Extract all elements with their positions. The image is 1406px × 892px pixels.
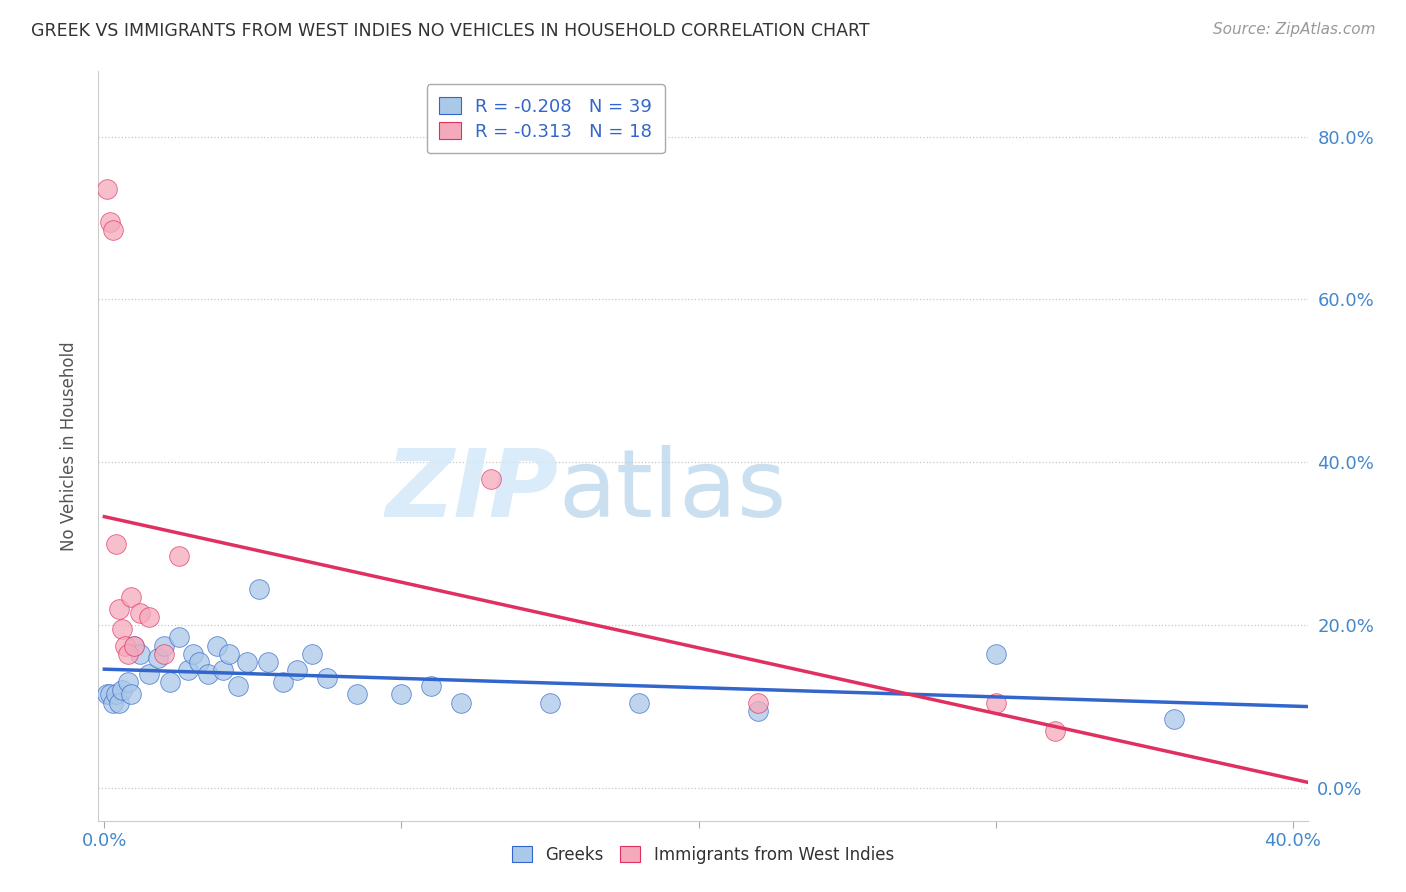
Point <box>167 631 190 645</box>
Point <box>346 687 368 701</box>
Point <box>117 647 139 661</box>
Point <box>247 582 270 596</box>
Point <box>391 687 413 701</box>
Point <box>538 696 561 710</box>
Text: ZIP: ZIP <box>385 445 558 537</box>
Point <box>103 696 125 710</box>
Point <box>111 622 134 636</box>
Point <box>226 679 249 693</box>
Point <box>146 650 169 665</box>
Point <box>122 639 145 653</box>
Point <box>98 215 121 229</box>
Point <box>159 675 181 690</box>
Point <box>120 590 142 604</box>
Point <box>747 696 769 710</box>
Point <box>111 683 134 698</box>
Point <box>138 610 160 624</box>
Point <box>108 696 131 710</box>
Point <box>188 655 211 669</box>
Point <box>114 639 136 653</box>
Point <box>236 655 259 669</box>
Point <box>218 647 240 661</box>
Point <box>271 675 294 690</box>
Point <box>316 671 339 685</box>
Point <box>256 655 278 669</box>
Point <box>183 647 205 661</box>
Point <box>108 602 131 616</box>
Point <box>117 675 139 690</box>
Point <box>138 667 160 681</box>
Point <box>984 696 1007 710</box>
Point <box>197 667 219 681</box>
Point <box>98 687 121 701</box>
Point <box>96 182 118 196</box>
Text: Source: ZipAtlas.com: Source: ZipAtlas.com <box>1212 22 1375 37</box>
Point <box>1043 724 1066 739</box>
Point <box>129 647 152 661</box>
Y-axis label: No Vehicles in Household: No Vehicles in Household <box>59 341 77 551</box>
Point <box>152 639 174 653</box>
Point <box>747 704 769 718</box>
Point <box>122 639 145 653</box>
Point <box>420 679 443 693</box>
Point <box>96 687 118 701</box>
Point <box>176 663 198 677</box>
Point <box>207 639 229 653</box>
Point <box>287 663 309 677</box>
Text: GREEK VS IMMIGRANTS FROM WEST INDIES NO VEHICLES IN HOUSEHOLD CORRELATION CHART: GREEK VS IMMIGRANTS FROM WEST INDIES NO … <box>31 22 869 40</box>
Point <box>103 223 125 237</box>
Point <box>152 647 174 661</box>
Point <box>212 663 235 677</box>
Point <box>479 472 502 486</box>
Legend: Greeks, Immigrants from West Indies: Greeks, Immigrants from West Indies <box>503 838 903 872</box>
Point <box>450 696 472 710</box>
Point <box>105 537 128 551</box>
Point <box>105 687 128 701</box>
Point <box>1163 712 1185 726</box>
Point <box>129 606 152 620</box>
Point <box>301 647 323 661</box>
Point <box>167 549 190 563</box>
Point <box>628 696 651 710</box>
Point <box>120 687 142 701</box>
Text: atlas: atlas <box>558 445 786 537</box>
Point <box>984 647 1007 661</box>
